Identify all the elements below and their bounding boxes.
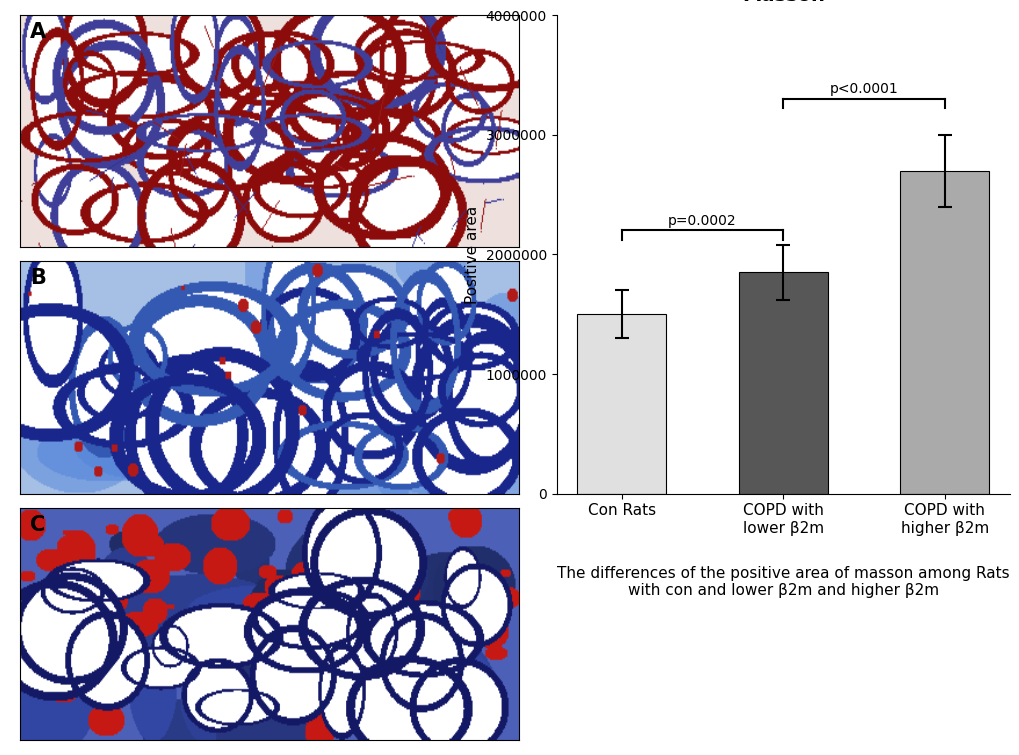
- Text: The differences of the positive area of masson among Rats
with con and lower β2m: The differences of the positive area of …: [556, 565, 1009, 598]
- Title: Masson: Masson: [741, 0, 824, 5]
- Text: p=0.0002: p=0.0002: [667, 214, 736, 227]
- Bar: [738, 273, 826, 494]
- Text: B: B: [31, 268, 46, 288]
- Y-axis label: Positive area: Positive area: [465, 205, 480, 304]
- Text: A: A: [31, 22, 47, 42]
- Text: C: C: [31, 515, 46, 535]
- Bar: [900, 171, 988, 494]
- Bar: [577, 314, 665, 494]
- Text: p<0.0001: p<0.0001: [828, 82, 898, 96]
